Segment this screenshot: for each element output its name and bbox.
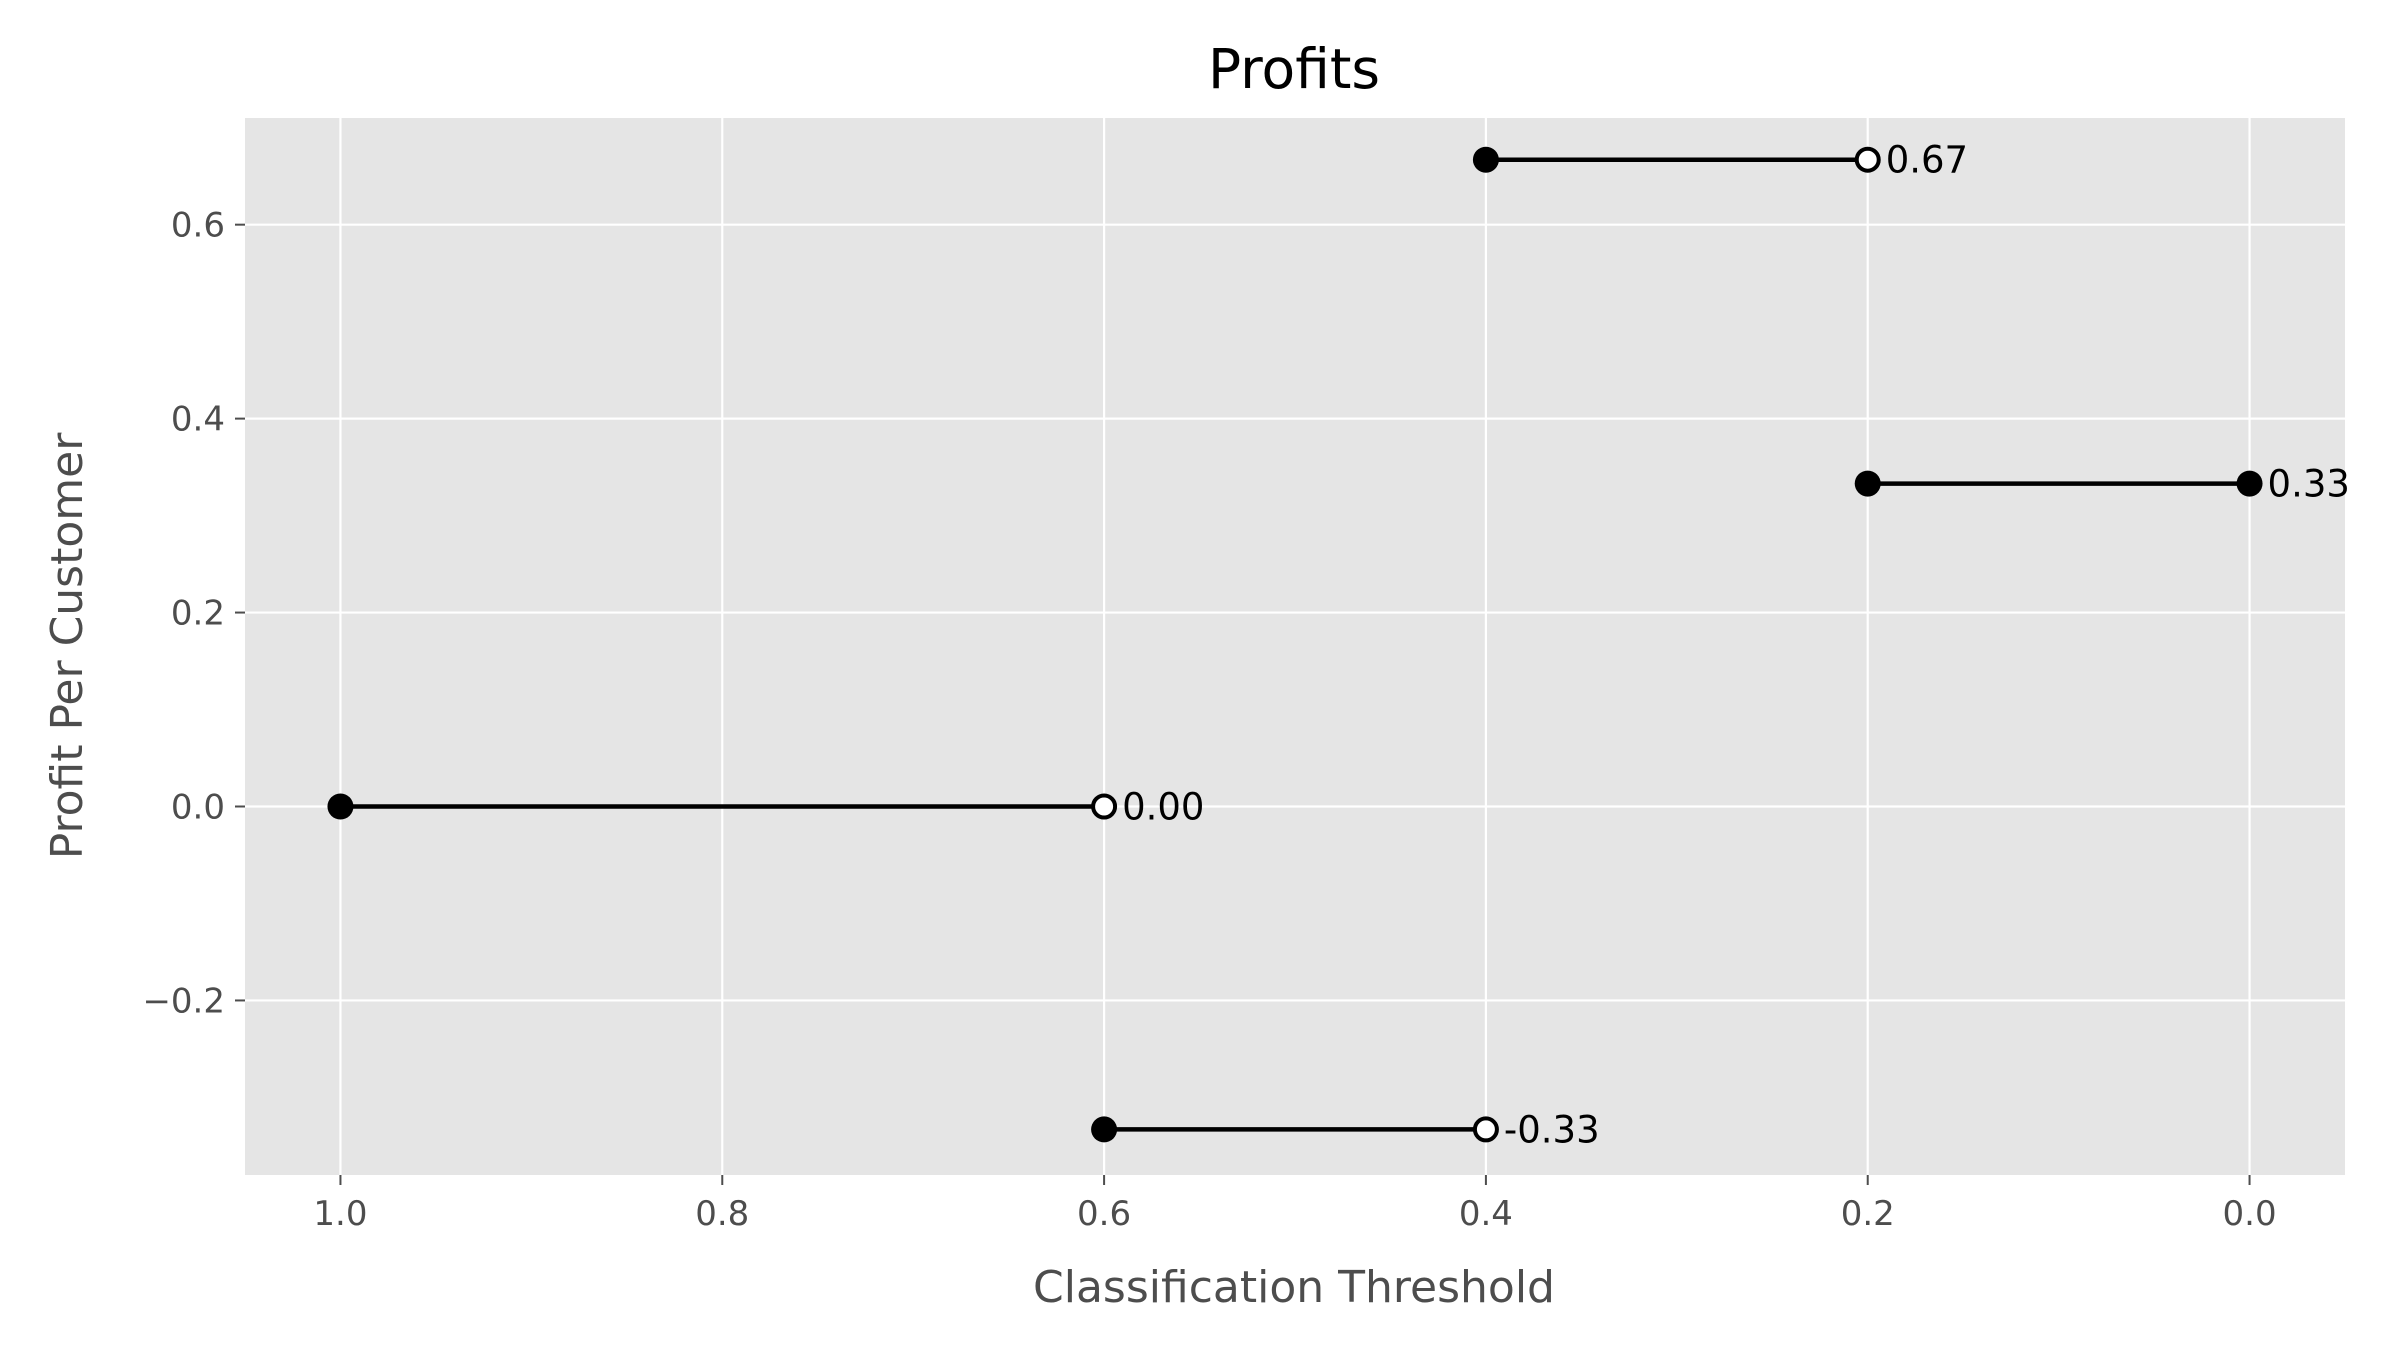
segment-end-point (2236, 470, 2263, 497)
plot-background (245, 118, 2345, 1175)
x-axis-title: Classification Threshold (1033, 1262, 1555, 1313)
data-labels: 0.00 -0.33 0.67 0.33 (1122, 139, 2350, 1152)
segment-start-point (1472, 146, 1499, 173)
y-tick-label: −0.2 (142, 981, 225, 1021)
y-tick-label: 0.2 (171, 594, 225, 634)
data-value-label: 0.00 (1122, 786, 1204, 829)
y-tick-label: 0.0 (171, 788, 225, 828)
segment-end-open-point (1854, 146, 1881, 173)
x-tick-label: 0.4 (1459, 1194, 1513, 1234)
segment-end-open-point (1091, 793, 1118, 820)
data-value-label: 0.67 (1886, 139, 1968, 182)
x-tick-label: 0.2 (1841, 1194, 1895, 1234)
x-tick-label: 0.6 (1077, 1194, 1131, 1234)
data-segments (327, 146, 2263, 1143)
x-tick-label: 0.0 (2223, 1194, 2277, 1234)
x-tick-label: 0.8 (695, 1194, 749, 1234)
axis-ticks: 1.0 0.8 0.6 0.4 0.2 0.0 −0.2 0.0 0.2 0.4 0.6 (142, 206, 2276, 1234)
y-tick-label: 0.4 (171, 400, 225, 440)
data-value-label: 0.33 (2268, 463, 2350, 506)
segment-start-point (1091, 1116, 1118, 1143)
y-tick-label: 0.6 (171, 206, 225, 246)
segment-start-point (1854, 470, 1881, 497)
segment-end-open-point (1472, 1116, 1499, 1143)
x-tick-label: 1.0 (313, 1194, 367, 1234)
segment-start-point (327, 793, 354, 820)
data-value-label: -0.33 (1504, 1108, 1600, 1151)
grid-lines (245, 118, 2345, 1175)
chart-title: Profits (1208, 37, 1380, 101)
y-axis-title: Profit Per Customer (42, 432, 93, 860)
